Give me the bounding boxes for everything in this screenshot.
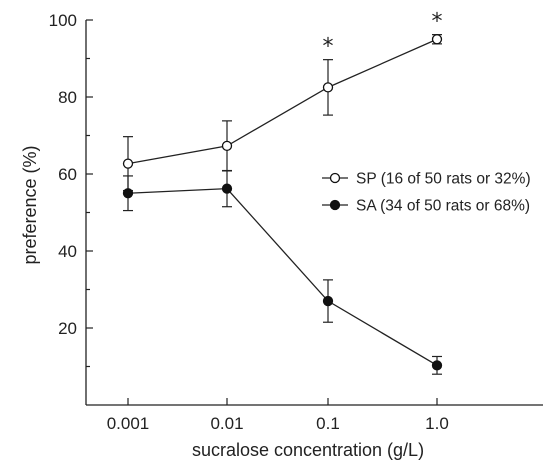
data-point [221,140,233,152]
y-tick-label: 40 [58,242,77,261]
x-tick-label: 0.01 [210,414,243,433]
x-tick-label: 0.001 [107,414,150,433]
series-layer [122,34,443,375]
series-sp [122,34,443,192]
data-point [221,183,233,194]
legend-entry: SP (16 of 50 rats or 32%) [356,171,531,188]
data-point [122,188,134,199]
series-line [127,38,438,165]
data-point [322,82,334,93]
y-tick-label: 60 [58,165,77,184]
series-sa [122,169,443,375]
legend: SP (16 of 50 rats or 32%) SA (34 of 50 ra… [322,171,531,215]
data-point [431,360,443,371]
legend-entry: SA (34 of 50 rats or 68%) [356,198,530,215]
legend-marker [329,172,341,184]
annotation-layer: ** [323,10,443,60]
significance-marker: * [323,35,334,60]
x-tick-label: 0.1 [316,414,340,433]
x-tick-label: 1.0 [425,414,449,433]
axes: 20 40 60 80 100 0.001 0.01 0.1 1.0 [49,11,543,433]
series-line [127,187,438,366]
data-point [122,158,134,169]
x-axis-title: sucralose concentration (g/L) [192,440,424,460]
legend-marker [329,199,341,211]
data-point [322,295,334,307]
y-tick-label: 100 [49,11,77,30]
significance-marker: * [432,10,443,35]
y-axis-title: preference (%) [20,145,40,264]
data-point [431,34,443,45]
y-tick-label: 80 [58,88,77,107]
y-tick-label: 20 [58,319,77,338]
